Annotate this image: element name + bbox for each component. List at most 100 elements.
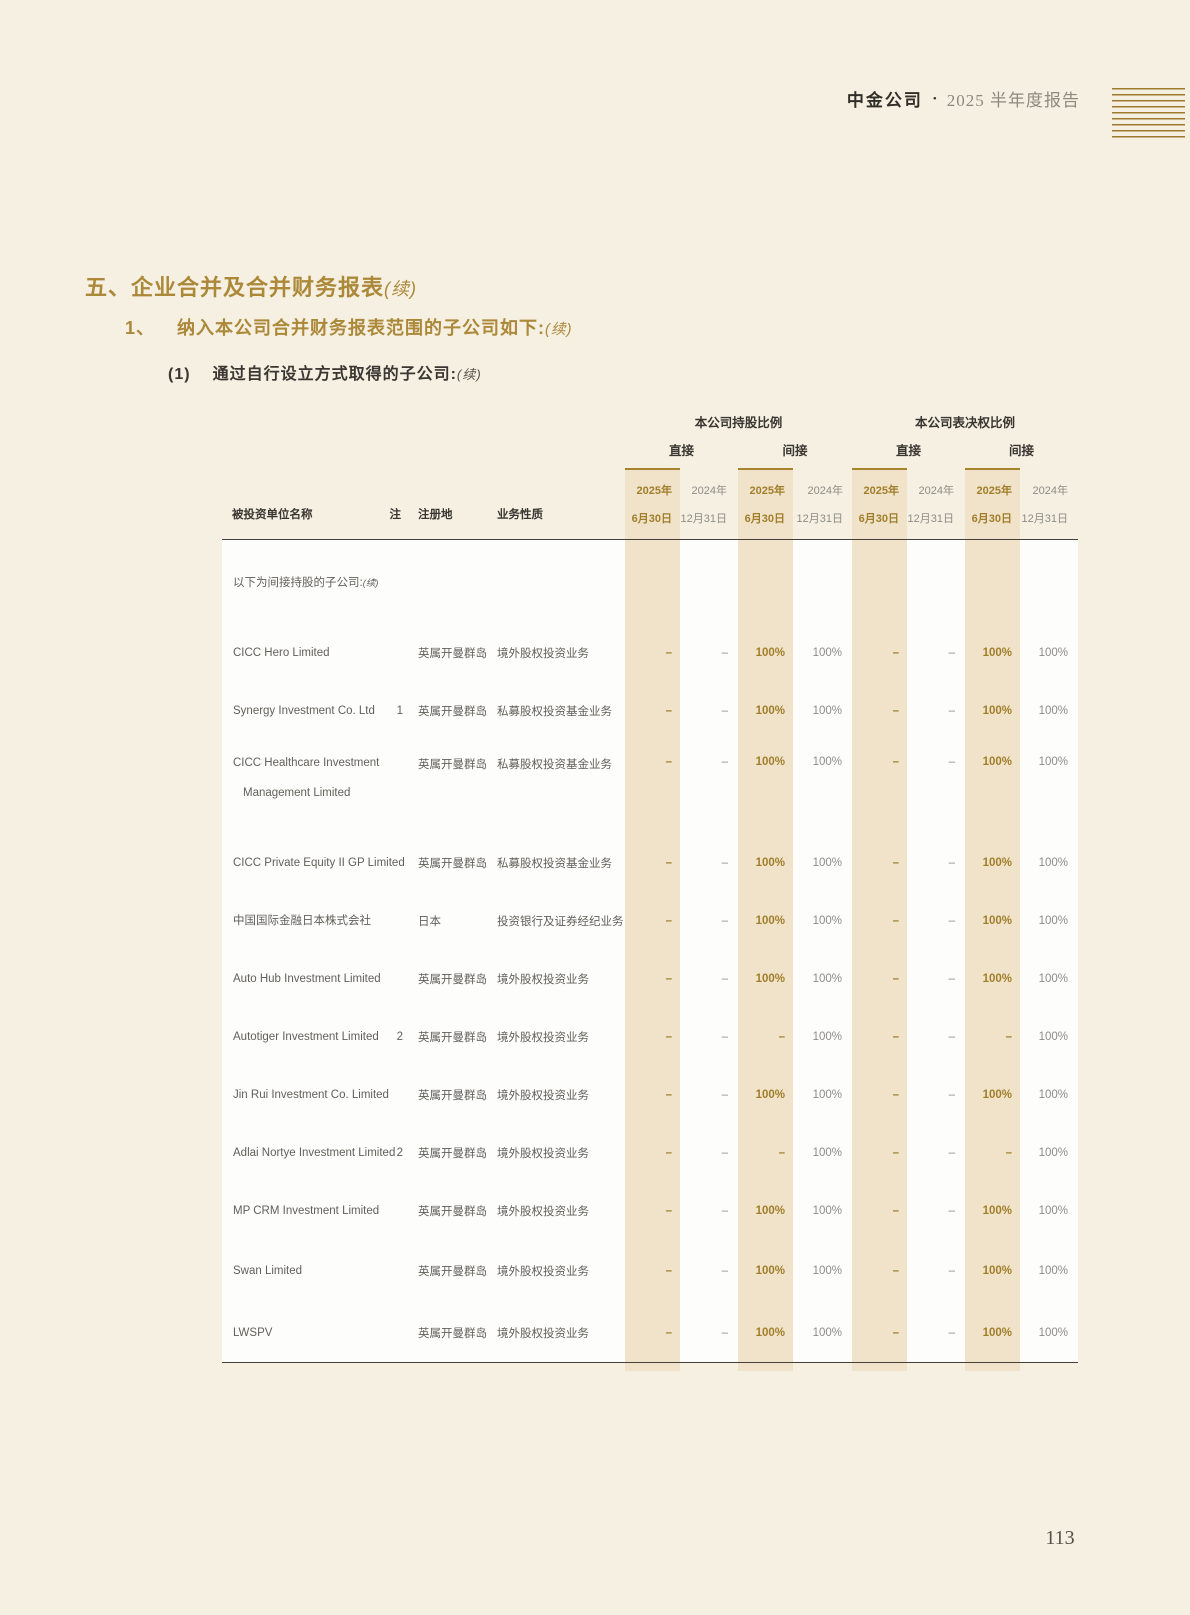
value-2025: 100%: [982, 1265, 1012, 1277]
value-2025: –: [778, 1031, 785, 1043]
value-2025: 100%: [982, 756, 1012, 768]
value-2024: –: [721, 857, 728, 869]
table-row: Synergy Investment Co. Ltd 1 英属开曼群岛 私募股权…: [222, 682, 1078, 740]
table-row: CICC Healthcare Investment Management Lim…: [222, 740, 1078, 834]
value-2024: 100%: [1038, 1147, 1068, 1159]
column-header-registration-place: 注册地: [418, 509, 453, 521]
running-header: 中金公司 • 2025 半年度报告: [847, 86, 1080, 111]
value-2025: –: [892, 1265, 899, 1277]
registration-place-cell: 英属开曼群岛: [418, 1206, 487, 1218]
table-body: 以下为间接持股的子公司: (续) CICC Hero Limited 英属开曼群岛…: [222, 540, 1078, 1364]
value-2024: –: [948, 915, 955, 927]
value-2025: 100%: [755, 647, 785, 659]
value-2025: 100%: [982, 705, 1012, 717]
value-2025: –: [665, 756, 672, 768]
value-2025: 100%: [982, 1089, 1012, 1101]
column-header-2024-12-31: 2024年 12月31日: [907, 485, 954, 525]
value-2024: 100%: [1038, 973, 1068, 985]
value-2025: –: [665, 1031, 672, 1043]
table-row: Swan Limited 英属开曼群岛 境外股权投资业务 – – 100% 100% –…: [222, 1240, 1078, 1302]
value-2024: –: [721, 1265, 728, 1277]
subgroup-header-direct: 直接: [895, 444, 921, 458]
business-nature-cell: 境外股权投资业务: [497, 1032, 589, 1044]
value-2024: 100%: [812, 1265, 842, 1277]
company-name: Jin Rui Investment Co. Limited: [233, 1088, 389, 1101]
column-header-company-name: 被投资单位名称: [232, 509, 313, 521]
value-2024: –: [948, 647, 955, 659]
company-name: 中国国际金融日本株式会社: [233, 914, 371, 927]
group-header-voting: 本公司表决权比例: [914, 416, 1015, 430]
highlight-column-2025: [738, 468, 793, 1371]
note-cell: 1: [396, 705, 403, 717]
value-2024: –: [721, 1031, 728, 1043]
subgroup-header-indirect: 间接: [782, 444, 808, 458]
value-2024: –: [721, 1327, 728, 1339]
company-name: Synergy Investment Co. Ltd: [233, 704, 375, 717]
column-header-2025-06-30: 2025年 6月30日: [631, 485, 672, 525]
subsection-heading-text: 纳入本公司合并财务报表范围的子公司如下:: [177, 318, 546, 338]
value-2025: 100%: [982, 1327, 1012, 1339]
value-2025: –: [665, 915, 672, 927]
table-bottom-rule: [222, 1362, 1078, 1363]
registration-place-cell: 英属开曼群岛: [418, 759, 487, 771]
company-name: CICC Private Equity II GP Limited: [233, 856, 405, 869]
value-2024: 100%: [812, 1147, 842, 1159]
value-2025: –: [778, 1147, 785, 1159]
continued-marker: (续): [362, 577, 379, 588]
company-name: Adlai Nortye Investment Limited: [233, 1146, 396, 1159]
value-2024: –: [721, 705, 728, 717]
business-nature-cell: 境外股权投资业务: [497, 1148, 589, 1160]
value-2025: –: [892, 1031, 899, 1043]
note-cell: [385, 740, 405, 756]
separator-dot: •: [932, 92, 937, 105]
continued-marker: (续): [545, 322, 573, 338]
table-row: Autotiger Investment Limited 2 英属开曼群岛 境外…: [222, 1008, 1078, 1066]
note-cell: 2: [396, 1147, 403, 1159]
item-number: (1): [168, 366, 191, 383]
value-2025: –: [892, 756, 899, 768]
value-2024: –: [948, 1327, 955, 1339]
table-header-rule: [222, 539, 1078, 540]
subsidiaries-table: 本公司持股比例 本公司表决权比例 直接 间接 直接 间接 2025年 6月30日 …: [222, 400, 1078, 1375]
value-2025: 100%: [982, 857, 1012, 869]
value-2024: 100%: [1038, 647, 1068, 659]
table-row: CICC Private Equity II GP Limited 英属开曼群岛…: [222, 834, 1078, 892]
value-2025: –: [665, 647, 672, 659]
value-2024: –: [721, 1147, 728, 1159]
value-2024: –: [721, 973, 728, 985]
value-2024: –: [948, 973, 955, 985]
highlight-column-2025: [965, 468, 1020, 1371]
decorative-lines: [1112, 88, 1185, 138]
value-2025: –: [665, 1089, 672, 1101]
business-nature-cell: 境外股权投资业务: [497, 1266, 589, 1278]
value-2025: 100%: [755, 915, 785, 927]
registration-place-cell: 英属开曼群岛: [418, 1032, 487, 1044]
value-2025: –: [665, 1205, 672, 1217]
item-heading: (1) 通过自行设立方式取得的子公司:(续): [168, 360, 482, 384]
value-2024: 100%: [812, 647, 842, 659]
column-header-2024-12-31: 2024年 12月31日: [680, 485, 727, 525]
business-nature-cell: 投资银行及证券经纪业务: [497, 916, 624, 928]
brand-name: 中金公司: [846, 91, 923, 110]
value-2025: –: [892, 973, 899, 985]
subsection-heading: 1、 纳入本公司合并财务报表范围的子公司如下:(续): [125, 314, 573, 340]
value-2024: 100%: [1038, 705, 1068, 717]
value-2024: 100%: [812, 973, 842, 985]
column-header-2025-06-30: 2025年 6月30日: [971, 485, 1012, 525]
value-2025: –: [665, 1265, 672, 1277]
value-2025: –: [665, 857, 672, 869]
section-note-text: 以下为间接持股的子公司:: [233, 577, 363, 589]
business-nature-cell: 境外股权投资业务: [497, 1090, 589, 1102]
section-heading: 五、企业合并及合并财务报表(续): [85, 270, 417, 302]
column-header-business-nature: 业务性质: [497, 509, 543, 521]
section-note: 以下为间接持股的子公司: (续): [222, 540, 1078, 624]
value-2025: 100%: [755, 1327, 785, 1339]
value-2025: 100%: [755, 1205, 785, 1217]
continued-marker: (续): [384, 279, 418, 299]
value-2025: –: [892, 705, 899, 717]
value-2024: 100%: [812, 1205, 842, 1217]
value-2025: –: [665, 1327, 672, 1339]
value-2025: –: [892, 1327, 899, 1339]
value-2024: –: [721, 647, 728, 659]
